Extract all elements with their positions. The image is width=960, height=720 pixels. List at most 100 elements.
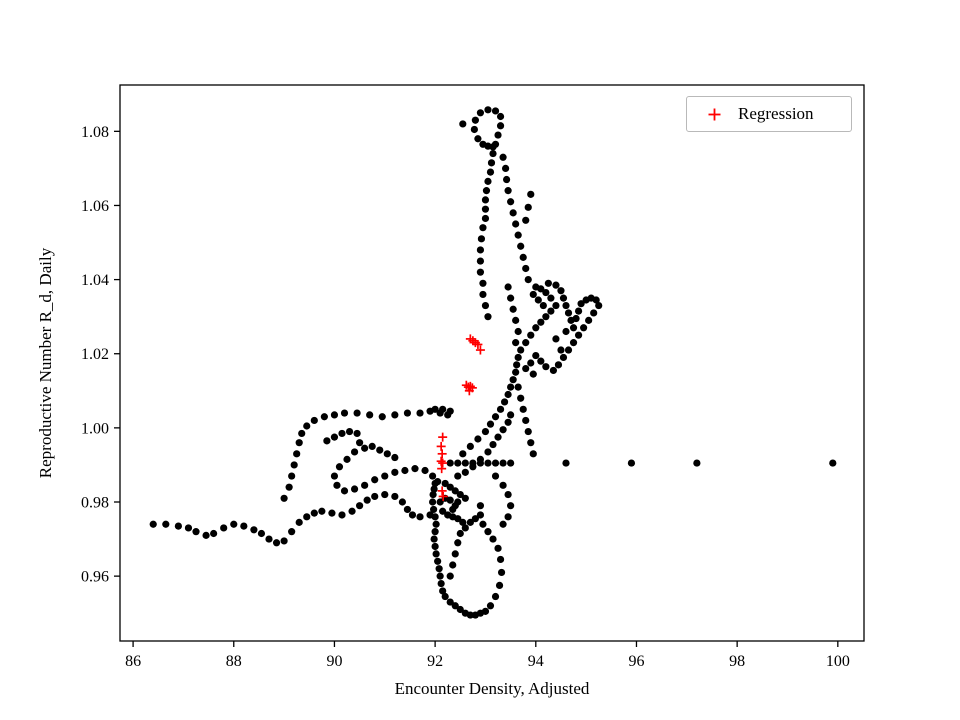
data-point	[509, 376, 517, 384]
data-point	[491, 459, 500, 467]
data-point	[366, 411, 374, 419]
data-point	[421, 466, 429, 475]
data-point	[345, 427, 354, 436]
x-tick-label: 88	[226, 653, 242, 670]
y-tick-label: 1.02	[81, 346, 109, 363]
data-point	[441, 479, 449, 488]
data-point	[484, 448, 492, 456]
data-point	[507, 294, 515, 302]
data-point	[446, 407, 454, 415]
data-point	[484, 313, 492, 321]
data-point	[446, 496, 454, 504]
data-point	[479, 290, 487, 299]
data-point	[580, 324, 588, 332]
data-point	[504, 187, 512, 195]
data-point	[532, 324, 540, 332]
data-point	[486, 420, 495, 428]
data-point	[330, 433, 339, 441]
data-point	[403, 505, 412, 514]
data-point	[343, 455, 351, 463]
data-point	[501, 164, 510, 172]
data-point	[401, 466, 409, 475]
data-point	[429, 498, 437, 506]
data-point	[500, 398, 509, 406]
data-point	[285, 483, 293, 491]
x-tick-label: 94	[528, 653, 544, 670]
data-point	[192, 528, 200, 536]
data-point	[499, 520, 507, 528]
data-point	[435, 565, 443, 573]
data-point	[522, 416, 530, 425]
data-point	[476, 455, 485, 463]
data-point	[504, 390, 512, 399]
data-point	[441, 592, 449, 601]
data-point	[240, 522, 248, 530]
data-point	[491, 413, 500, 421]
plot-border	[119, 84, 865, 642]
data-point	[338, 511, 346, 519]
data-point	[524, 276, 532, 284]
data-point	[470, 125, 478, 134]
data-point	[162, 520, 170, 528]
data-point	[454, 498, 462, 506]
y-tick-label: 1.06	[81, 198, 109, 215]
data-point	[496, 405, 505, 413]
data-point	[517, 394, 525, 402]
y-tick-label: 0.98	[81, 495, 109, 512]
data-point	[431, 513, 439, 521]
data-point	[547, 294, 555, 302]
data-point	[376, 446, 384, 454]
x-tick-label: 86	[125, 653, 141, 670]
data-point	[434, 557, 442, 565]
data-point	[486, 602, 495, 610]
data-point	[391, 411, 399, 419]
data-point	[333, 481, 341, 489]
data-point	[476, 109, 485, 117]
data-point	[512, 316, 520, 324]
data-point	[476, 268, 485, 276]
data-point	[439, 405, 447, 413]
data-point	[381, 472, 389, 480]
data-point	[517, 346, 525, 354]
data-point	[454, 459, 462, 467]
x-axis-ticks: 86 88 90 92 94 96 98 100	[125, 641, 850, 670]
data-point	[574, 331, 583, 339]
data-point	[466, 442, 474, 450]
data-point	[210, 529, 218, 538]
data-point	[486, 168, 495, 176]
data-point	[484, 177, 492, 185]
data-point	[559, 294, 568, 302]
data-point	[495, 581, 504, 590]
data-point	[542, 363, 550, 371]
data-point	[487, 159, 496, 167]
data-point	[494, 131, 502, 139]
data-point	[288, 528, 296, 536]
data-point	[481, 196, 490, 204]
data-point	[356, 439, 364, 447]
data-point	[693, 459, 701, 467]
x-tick-label: 92	[427, 653, 443, 670]
data-point	[590, 309, 598, 317]
data-point	[585, 316, 593, 324]
data-point	[348, 507, 356, 515]
data-point	[509, 209, 517, 217]
data-point	[577, 300, 585, 308]
data-point	[466, 611, 474, 619]
data-point	[527, 190, 535, 198]
data-point	[430, 505, 438, 514]
data-point	[454, 539, 462, 547]
data-point	[484, 528, 492, 536]
data-point	[481, 214, 490, 223]
data-point	[507, 411, 515, 419]
y-axis-label: Reproductive Number R_d, Daily	[36, 247, 55, 479]
data-point	[564, 346, 573, 354]
series-observations	[149, 106, 837, 619]
x-tick-label: 90	[326, 653, 342, 670]
data-point	[479, 279, 487, 287]
data-point	[398, 498, 406, 506]
data-point	[449, 505, 457, 514]
data-point	[554, 361, 563, 369]
data-point	[494, 433, 502, 441]
y-axis-ticks: 0.96 0.98 1.00 1.02 1.04 1.06 1.08	[81, 124, 120, 586]
data-point	[477, 235, 486, 243]
